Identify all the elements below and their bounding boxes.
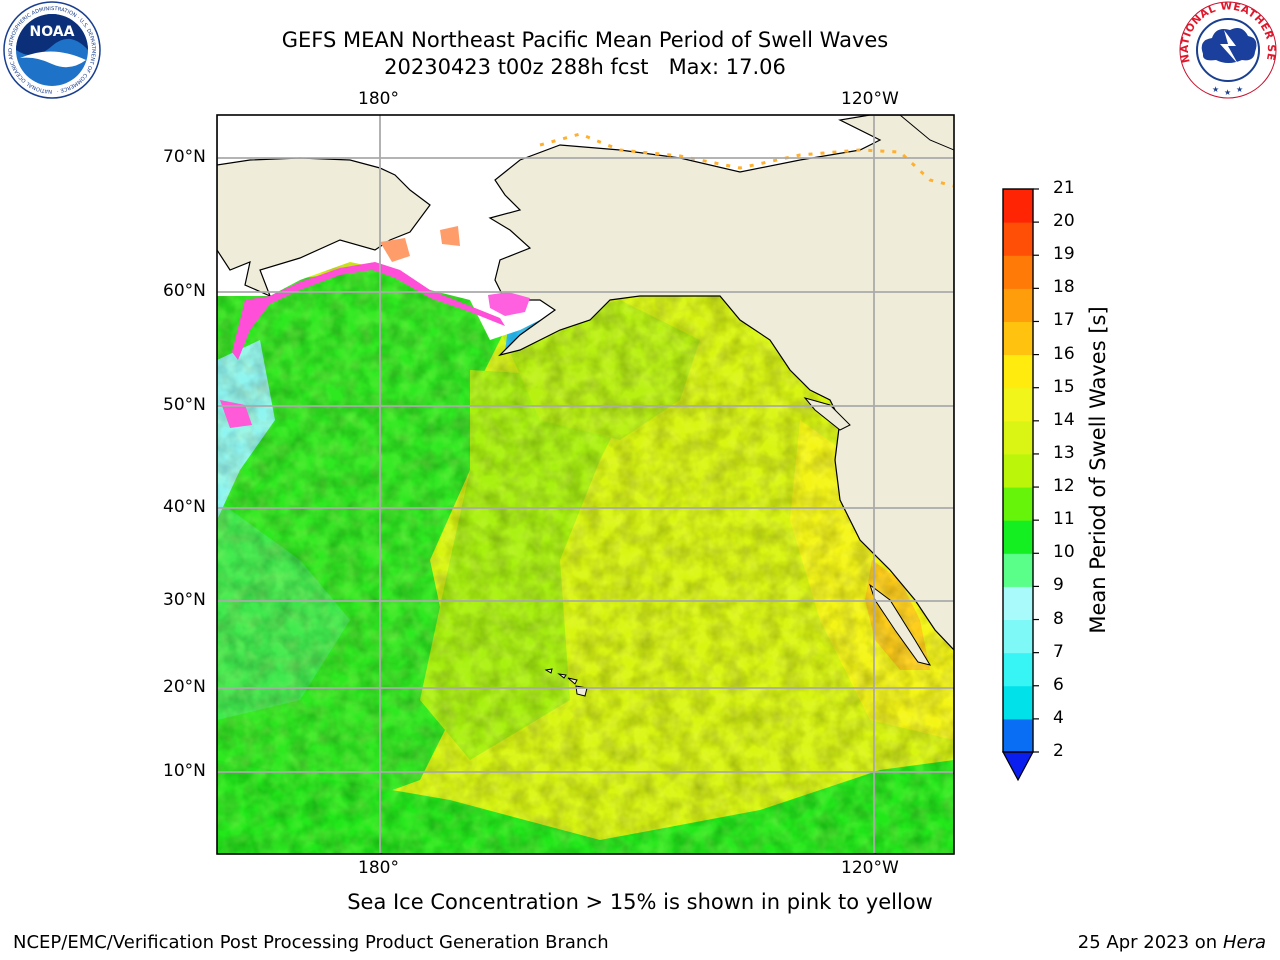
colorbar-tick-label: 19 bbox=[1053, 244, 1075, 265]
sea-ice-bering bbox=[232, 262, 505, 360]
colorbar-tick-label: 4 bbox=[1053, 707, 1064, 728]
svg-text:★: ★ bbox=[1212, 85, 1219, 94]
chart-subtitle: 20230423 t00z 288h fcst Max: 17.06 bbox=[384, 55, 786, 79]
colorbar-block bbox=[1003, 420, 1033, 455]
lat-label-30n: 30°N bbox=[163, 590, 206, 610]
sea-ice-norton bbox=[380, 226, 460, 262]
colorbar-tick-label: 14 bbox=[1053, 409, 1075, 430]
colorbar-tick-label: 15 bbox=[1053, 376, 1075, 397]
map-frame bbox=[216, 114, 955, 855]
nws-logo: NATIONAL WEATHER SERVICE ★ ★ ★ bbox=[1172, 0, 1280, 100]
colorbar-block bbox=[1003, 652, 1033, 687]
land-arctic-islands bbox=[830, 115, 954, 151]
footer-right: 25 Apr 2023 on Hera bbox=[1078, 932, 1266, 953]
noaa-logo: NATIONAL OCEANIC AND ATMOSPHERIC ADMINIS… bbox=[0, 0, 105, 100]
colorbar-tick-label: 20 bbox=[1053, 211, 1075, 232]
lon-label-top-180: 180° bbox=[358, 89, 399, 109]
lat-label-20n: 20°N bbox=[163, 677, 206, 697]
lat-label-10n: 10°N bbox=[163, 761, 206, 781]
colorbar-tick-label: 2 bbox=[1053, 741, 1064, 761]
lat-label-50n: 50°N bbox=[163, 395, 206, 415]
colorbar-tick-label: 10 bbox=[1053, 542, 1075, 563]
colorbar-block bbox=[1003, 487, 1033, 521]
colorbar-tick-label: 17 bbox=[1053, 310, 1075, 331]
land-north-america bbox=[488, 115, 954, 651]
colorbar-tick-label: 12 bbox=[1053, 476, 1075, 497]
colorbar-block bbox=[1003, 288, 1033, 322]
sea-ice-bristol bbox=[488, 292, 530, 316]
land-hawaii bbox=[544, 668, 588, 697]
colorbar-extend-triangle bbox=[1001, 751, 1035, 782]
colorbar-block bbox=[1003, 255, 1033, 289]
noaa-logo-text: NOAA bbox=[30, 24, 75, 40]
lat-label-60n: 60°N bbox=[163, 281, 206, 301]
colorbar-block bbox=[1003, 520, 1033, 554]
colorbar-tick-label: 21 bbox=[1053, 178, 1075, 198]
lon-label-top-120w: 120°W bbox=[841, 89, 899, 109]
svg-text:★: ★ bbox=[1224, 88, 1231, 97]
colorbar-block bbox=[1003, 387, 1033, 422]
svg-text:★: ★ bbox=[1236, 85, 1243, 94]
colorbar-block bbox=[1003, 553, 1033, 587]
colorbar-label: Mean Period of Swell Waves [s] bbox=[1086, 306, 1110, 634]
colorbar-block bbox=[1003, 321, 1033, 356]
land-baja bbox=[869, 583, 932, 666]
colorbar-tick-label: 8 bbox=[1053, 608, 1064, 629]
lat-label-70n: 70°N bbox=[163, 147, 206, 167]
lon-label-bottom-120w: 120°W bbox=[841, 858, 899, 878]
colorbar-tick-label: 18 bbox=[1053, 277, 1075, 298]
footer-date: 25 Apr 2023 on bbox=[1077, 932, 1223, 953]
chart-title: GEFS MEAN Northeast Pacific Mean Period … bbox=[281, 28, 889, 52]
colorbar-block bbox=[1003, 619, 1033, 654]
colorbar-tick-label: 13 bbox=[1053, 442, 1075, 463]
footer-machine: Hera bbox=[1222, 932, 1266, 953]
colorbar-tick-label: 9 bbox=[1053, 575, 1064, 596]
sea-ice-arctic-coast bbox=[539, 132, 954, 188]
colorbar-block bbox=[1003, 354, 1033, 389]
colorbar-block bbox=[1003, 718, 1033, 753]
colorbar-tick-label: 7 bbox=[1053, 641, 1064, 662]
colorbar-block bbox=[1003, 586, 1033, 621]
lat-label-40n: 40°N bbox=[163, 497, 206, 517]
colorbar-tick-label: 6 bbox=[1053, 674, 1064, 695]
lon-label-bottom-180: 180° bbox=[358, 858, 399, 878]
colorbar-block bbox=[1003, 189, 1033, 223]
colorbar-frame bbox=[1002, 188, 1034, 753]
footer-left: NCEP/EMC/Verification Post Processing Pr… bbox=[13, 932, 609, 953]
sea-ice-kamchatka bbox=[220, 400, 252, 428]
colorbar-block bbox=[1003, 222, 1033, 256]
colorbar-tick-label: 16 bbox=[1053, 343, 1075, 364]
colorbar-block bbox=[1003, 685, 1033, 720]
sea-ice-note: Sea Ice Concentration > 15% is shown in … bbox=[347, 890, 933, 914]
graticule bbox=[217, 115, 954, 854]
colorbar-tick-label: 11 bbox=[1053, 509, 1075, 530]
colorbar-block bbox=[1003, 453, 1033, 488]
